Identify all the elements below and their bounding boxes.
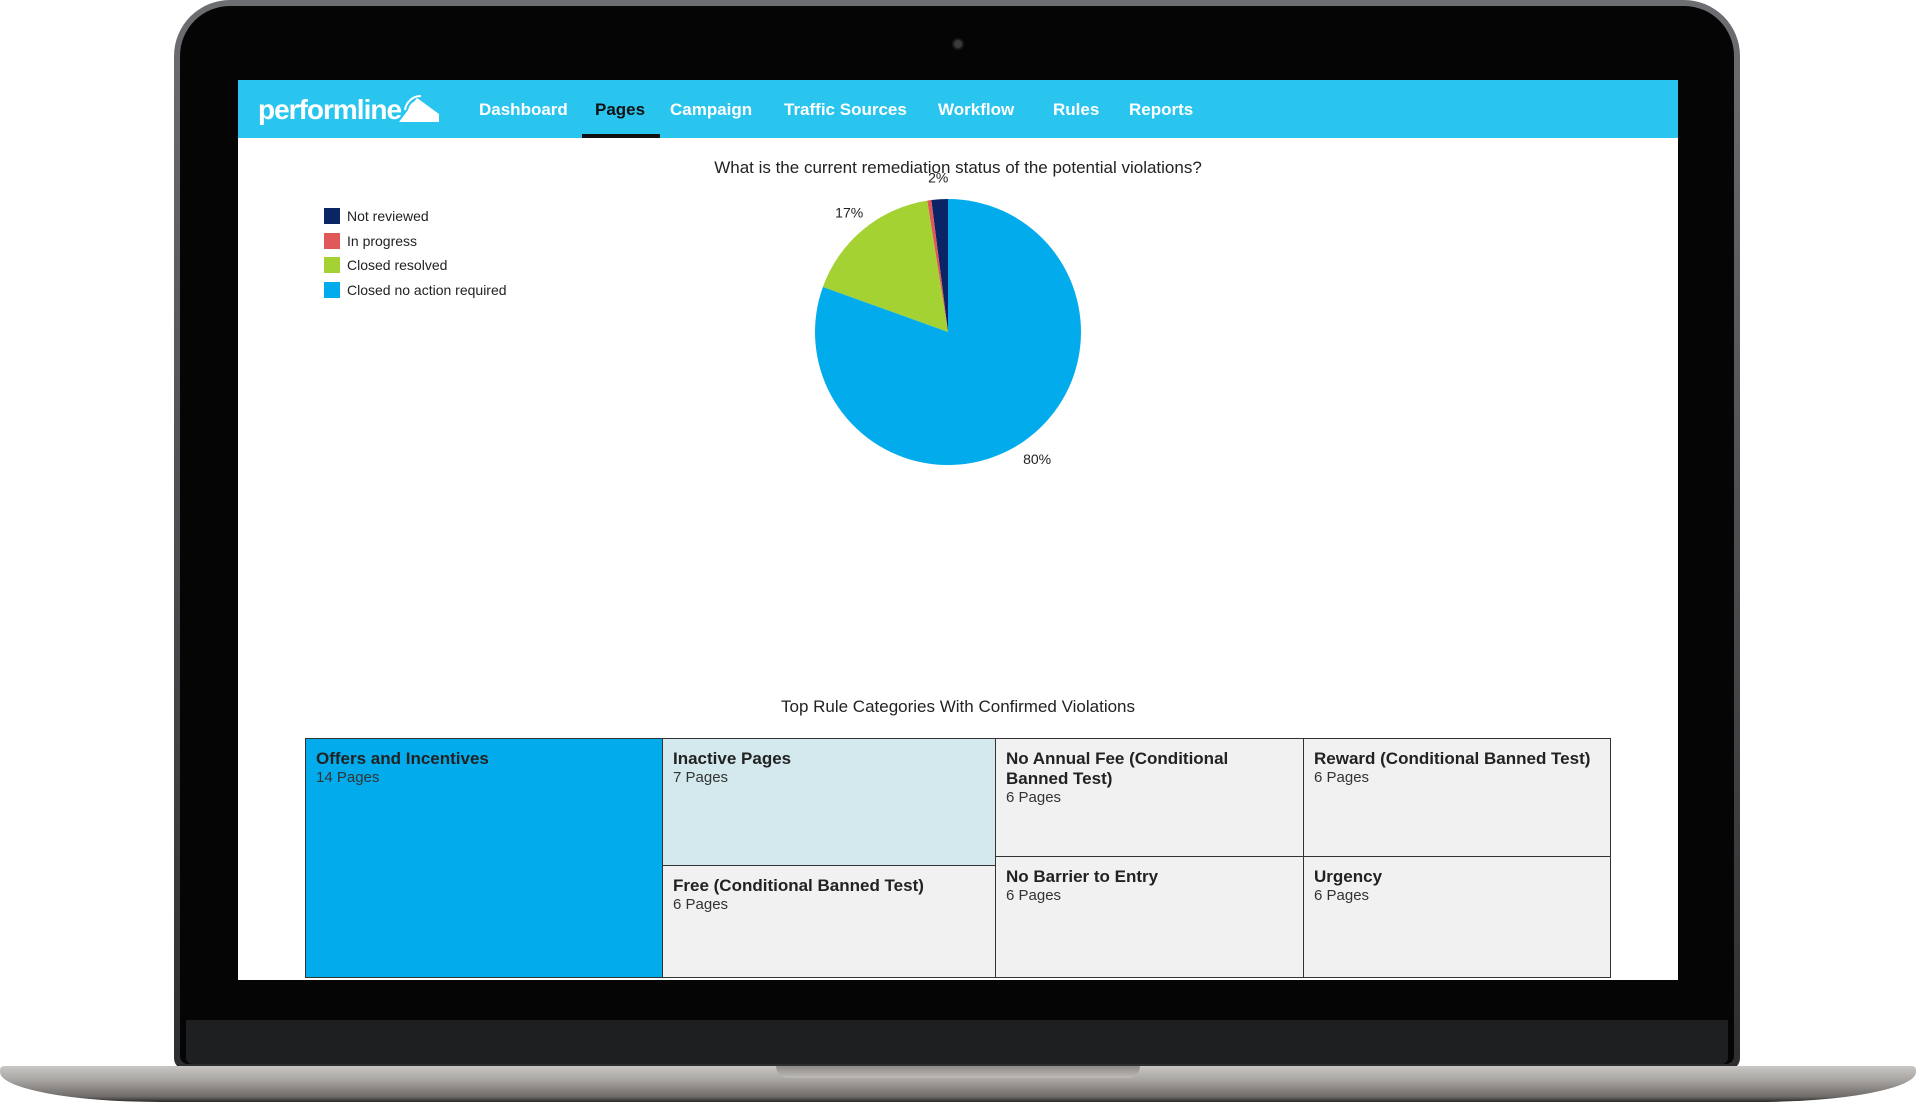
legend-item[interactable]: In progress xyxy=(324,229,507,254)
pie-slice-not-reviewed[interactable] xyxy=(931,199,948,332)
active-tab-underline xyxy=(582,134,660,138)
app-screen: performline Dashboard Pages Campaign Tra… xyxy=(238,80,1678,980)
treemap-cell-title: Offers and Incentives xyxy=(316,749,489,768)
pie-slice-closed-no-action-required[interactable] xyxy=(815,199,1081,466)
laptop-bezel-bottom xyxy=(186,1020,1728,1064)
treemap-cell-title: No Annual Fee (Conditional Banned Test) xyxy=(1006,749,1229,788)
treemap-cell-urgency[interactable]: Urgency 6 Pages xyxy=(1303,856,1611,978)
legend-item[interactable]: Closed no action required xyxy=(324,278,507,303)
treemap-cell-free[interactable]: Free (Conditional Banned Test) 6 Pages xyxy=(662,865,997,978)
nav-traffic-sources[interactable]: Traffic Sources xyxy=(784,100,907,119)
nav-pages[interactable]: Pages xyxy=(595,100,646,119)
pie-slice-in-progress[interactable] xyxy=(927,200,948,332)
logo-text: performline xyxy=(258,94,402,125)
treemap-cell-title: Inactive Pages xyxy=(673,749,792,768)
laptop-hinge-notch xyxy=(776,1066,1140,1078)
treemap-cell-title: Urgency xyxy=(1314,867,1383,886)
treemap-cell-no-annual-fee[interactable]: No Annual Fee (Conditional Banned Test) … xyxy=(995,738,1305,858)
legend-label: In progress xyxy=(347,232,418,249)
pie-legend: Not reviewed In progress Closed resolved… xyxy=(324,204,507,302)
treemap-cell-count: 6 Pages xyxy=(673,896,729,913)
legend-swatch xyxy=(324,257,340,274)
performline-logo[interactable]: performline xyxy=(258,92,440,128)
treemap-cell-count: 6 Pages xyxy=(1314,769,1370,786)
treemap-cell-no-barrier-to-entry[interactable]: No Barrier to Entry 6 Pages xyxy=(995,856,1305,978)
nav-workflow[interactable]: Workflow xyxy=(938,100,1015,119)
legend-swatch xyxy=(324,281,340,298)
nav-rules[interactable]: Rules xyxy=(1053,100,1100,119)
treemap-cell-title: Reward (Conditional Banned Test) xyxy=(1314,749,1591,768)
legend-swatch xyxy=(324,232,340,249)
pie-chart-title: What is the current remediation status o… xyxy=(714,158,1202,177)
treemap-cell-count: 7 Pages xyxy=(673,769,729,786)
treemap-cell-inactive-pages[interactable]: Inactive Pages 7 Pages xyxy=(662,738,997,867)
legend-item[interactable]: Closed resolved xyxy=(324,253,507,278)
treemap-title: Top Rule Categories With Confirmed Viola… xyxy=(780,697,1136,716)
pie-slice-closed-resolved[interactable] xyxy=(822,200,948,332)
treemap-cell-title: Free (Conditional Banned Test) xyxy=(673,876,924,895)
logo-signal-icon xyxy=(399,94,440,122)
pie-chart: 2% 17% 80% xyxy=(815,169,1081,467)
treemap-cell-title: No Barrier to Entry xyxy=(1006,867,1159,886)
top-nav-bar: performline Dashboard Pages Campaign Tra… xyxy=(238,80,1678,138)
legend-item[interactable]: Not reviewed xyxy=(324,204,507,229)
nav-dashboard[interactable]: Dashboard xyxy=(479,100,568,119)
nav-reports[interactable]: Reports xyxy=(1129,100,1194,119)
treemap-cell-count: 14 Pages xyxy=(316,769,380,786)
legend-label: Not reviewed xyxy=(347,208,429,225)
treemap-cell-count: 6 Pages xyxy=(1314,887,1370,904)
legend-swatch xyxy=(324,208,340,225)
nav-campaign[interactable]: Campaign xyxy=(670,100,753,119)
treemap-cell-offers-and-incentives[interactable]: Offers and Incentives 14 Pages xyxy=(305,738,664,978)
camera-icon xyxy=(952,38,964,50)
pie-data-label: 17% xyxy=(835,205,863,221)
pie-data-label: 80% xyxy=(1023,451,1051,467)
treemap-cell-count: 6 Pages xyxy=(1006,887,1062,904)
legend-label: Closed no action required xyxy=(347,281,507,298)
treemap-cell-reward[interactable]: Reward (Conditional Banned Test) 6 Pages xyxy=(1303,738,1611,858)
legend-label: Closed resolved xyxy=(347,257,448,274)
treemap: Offers and Incentives 14 Pages Inactive … xyxy=(305,738,1611,978)
treemap-cell-count: 6 Pages xyxy=(1006,789,1062,806)
pie-data-label: 2% xyxy=(928,169,948,185)
